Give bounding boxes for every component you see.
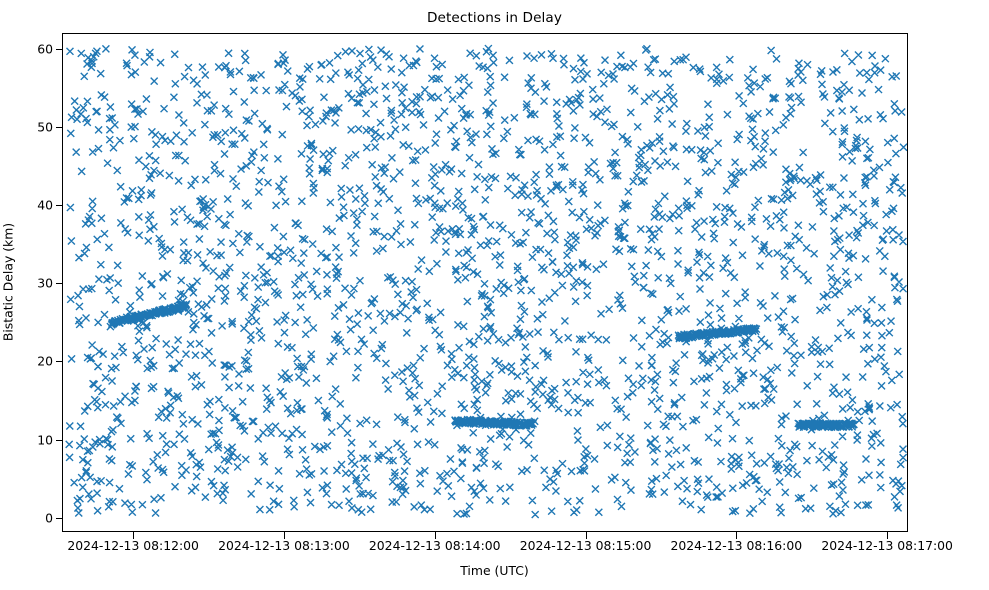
y-tick-mark xyxy=(55,361,62,363)
y-tick-mark xyxy=(55,283,62,285)
x-tick-mark xyxy=(283,532,285,539)
x-tick-label: 2024-12-13 08:12:00 xyxy=(67,538,199,553)
page-title: Detections in Delay xyxy=(426,10,563,26)
x-tick-mark xyxy=(434,532,436,539)
y-tick-mark xyxy=(55,517,62,519)
y-tick-label: 60 xyxy=(37,41,53,57)
x-tick-mark xyxy=(133,532,135,539)
x-tick-label: 2024-12-13 08:16:00 xyxy=(670,538,803,553)
y-tick-label: 10 xyxy=(37,432,53,448)
x-tick-label: 2024-12-13 08:15:00 xyxy=(519,538,652,553)
y-tick-label: 30 xyxy=(37,275,53,291)
y-tick-mark xyxy=(55,48,62,50)
x-tick-mark xyxy=(585,532,587,539)
scatter-markers xyxy=(65,44,907,519)
x-tick-label: 2024-12-13 08:17:00 xyxy=(821,538,953,553)
x-tick-label: 2024-12-13 08:14:00 xyxy=(368,538,501,553)
x-tick-mark xyxy=(736,532,738,539)
y-tick-label: 40 xyxy=(37,197,53,213)
x-axis-label: Time (UTC) xyxy=(460,563,529,578)
x-tick-mark xyxy=(887,532,889,539)
plot-area xyxy=(62,33,908,532)
y-tick-mark xyxy=(55,439,62,441)
y-axis-tick-labels: 0 10 20 30 40 50 60 xyxy=(0,0,53,590)
y-tick-label: 50 xyxy=(37,119,53,135)
y-tick-label: 20 xyxy=(37,353,53,369)
y-tick-mark xyxy=(55,126,62,128)
y-tick-label: 0 xyxy=(45,510,53,526)
y-tick-mark xyxy=(55,205,62,207)
x-tick-label: 2024-12-13 08:13:00 xyxy=(218,538,350,553)
